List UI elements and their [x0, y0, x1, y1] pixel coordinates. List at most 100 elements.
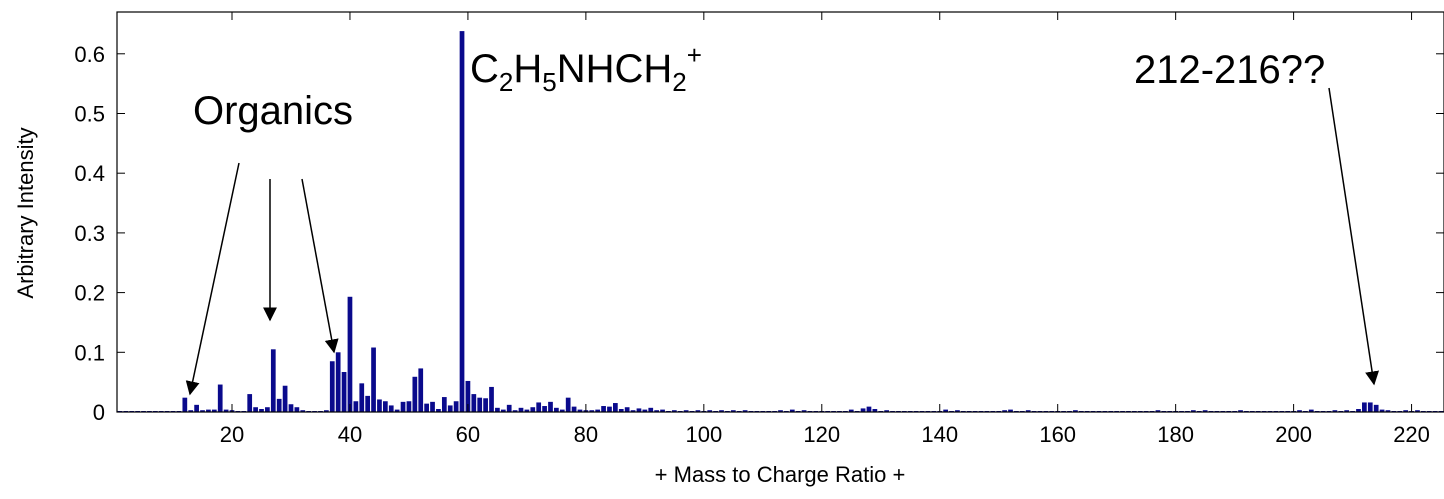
organics-arrow-3	[301, 178, 339, 354]
bar-mz-128	[866, 406, 872, 412]
bar-mz-212	[1362, 402, 1367, 412]
x-tick-label: 120	[803, 422, 840, 447]
annotation-high-mass: 212-216??	[1134, 48, 1380, 386]
axis-ticks: 20 40 60 80 100 120 140 160 180 200 220 0 0.1 0.2 0.3 0…	[74, 12, 1444, 447]
bar-mz-58	[453, 401, 459, 412]
bar-mz-78	[571, 406, 577, 412]
bar-mz-29	[282, 385, 288, 412]
bar-mz-107	[742, 410, 748, 412]
bar-mz-39	[341, 372, 347, 412]
bar-mz-151	[1002, 410, 1007, 412]
bar-mz-46	[382, 401, 388, 412]
bar-mz-143	[955, 410, 960, 412]
bar-mz-67	[506, 404, 512, 412]
bar-mz-48	[394, 409, 400, 412]
bar-mz-163	[1073, 410, 1078, 412]
bar-mz-215	[1379, 409, 1385, 412]
bar-mz-91	[648, 407, 654, 412]
bar-mz-60	[465, 380, 471, 412]
bar-mz-32	[300, 410, 306, 412]
bar-mz-55	[436, 409, 441, 412]
x-tick-label: 140	[921, 422, 958, 447]
bar-mz-57	[447, 405, 453, 412]
bar-mz-221	[1415, 410, 1420, 412]
bar-mz-28	[276, 398, 282, 412]
bar-mz-131	[884, 410, 890, 412]
bar-mz-211	[1356, 409, 1361, 412]
bar-mz-85	[613, 403, 618, 412]
bar-mz-63	[483, 398, 488, 412]
bar-mz-65	[495, 407, 500, 412]
bar-mz-16	[206, 409, 211, 412]
bar-mz-75	[554, 407, 559, 412]
x-tick-label: 60	[456, 422, 480, 447]
bar-mz-129	[872, 409, 878, 412]
bar-mz-77	[565, 397, 571, 412]
y-tick-label: 0.1	[74, 340, 105, 365]
bar-mz-14	[194, 404, 199, 412]
annotation-organics-label: Organics	[193, 89, 353, 133]
y-tick-label: 0.4	[74, 161, 105, 186]
bar-mz-15	[200, 410, 205, 412]
bar-mz-31	[294, 407, 300, 412]
bar-mz-93	[660, 409, 665, 412]
x-tick-label: 80	[574, 422, 598, 447]
bar-mz-18	[217, 384, 223, 412]
bar-mz-101	[707, 410, 713, 412]
y-tick-label: 0.6	[74, 42, 105, 67]
x-tick-label: 220	[1393, 422, 1430, 447]
bar-mz-56	[441, 397, 447, 412]
bar-mz-76	[559, 409, 565, 412]
bar-mz-92	[654, 410, 660, 412]
bar-mz-42	[359, 383, 365, 412]
bar-mz-47	[388, 405, 394, 412]
bar-mz-117	[801, 410, 807, 412]
bar-mz-27	[270, 349, 276, 412]
annotation-organics: Organics	[185, 89, 353, 396]
bar-mz-177	[1155, 410, 1161, 412]
plot-frame	[116, 11, 1444, 413]
bar-mz-73	[542, 406, 547, 412]
bar-mz-84	[607, 406, 612, 412]
bar-mz-25	[259, 409, 264, 412]
high-mass-arrow	[1328, 87, 1380, 386]
bar-mz-127	[860, 408, 866, 412]
bar-mz-88	[630, 410, 636, 412]
bar-mz-191	[1238, 410, 1243, 412]
bar-mz-213	[1367, 402, 1373, 412]
bar-mz-90	[642, 409, 648, 412]
bar-series	[117, 31, 1444, 412]
bar-mz-59	[459, 31, 465, 412]
x-axis-title: + Mass to Charge Ratio +	[655, 462, 906, 487]
bar-mz-125	[848, 409, 854, 412]
bar-mz-87	[624, 407, 630, 412]
formula-sub-2b: 2	[672, 67, 686, 97]
bar-mz-50	[406, 401, 412, 412]
bar-mz-62	[477, 397, 483, 412]
bar-mz-214	[1373, 404, 1379, 412]
bar-mz-207	[1332, 410, 1338, 412]
bar-mz-49	[400, 401, 406, 412]
formula-nhch: NHCH	[557, 47, 673, 91]
y-tick-label: 0	[93, 400, 105, 425]
bar-mz-44	[371, 347, 376, 412]
bar-mz-70	[524, 409, 530, 412]
formula-h: H	[513, 47, 542, 91]
x-tick-label: 100	[685, 422, 722, 447]
formula-c: C	[470, 47, 499, 91]
bar-mz-113	[778, 410, 783, 412]
organics-arrow-1	[185, 162, 240, 396]
bar-mz-201	[1297, 410, 1302, 412]
bar-mz-45	[377, 399, 382, 412]
bar-mz-38	[335, 352, 341, 412]
bar-mz-23	[247, 394, 253, 412]
bar-mz-30	[288, 404, 294, 412]
bar-mz-26	[265, 407, 270, 412]
formula-sub-5: 5	[542, 67, 556, 97]
bar-mz-64	[489, 386, 494, 412]
bar-mz-68	[512, 410, 518, 412]
bar-mz-69	[518, 407, 524, 412]
bar-mz-185	[1202, 410, 1208, 412]
bar-mz-72	[536, 402, 542, 412]
